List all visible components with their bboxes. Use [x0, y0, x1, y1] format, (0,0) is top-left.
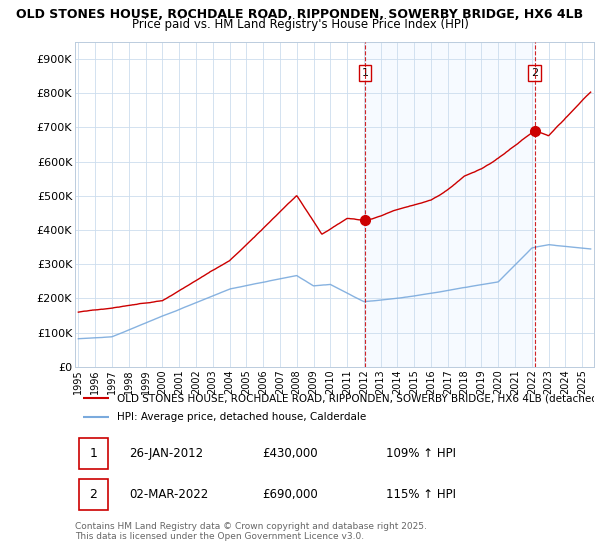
Text: OLD STONES HOUSE, ROCHDALE ROAD, RIPPONDEN, SOWERBY BRIDGE, HX6 4LB: OLD STONES HOUSE, ROCHDALE ROAD, RIPPOND…	[16, 8, 584, 21]
Text: 26-JAN-2012: 26-JAN-2012	[130, 447, 203, 460]
Text: £690,000: £690,000	[262, 488, 317, 501]
Text: 2: 2	[531, 68, 538, 78]
Text: 109% ↑ HPI: 109% ↑ HPI	[386, 447, 457, 460]
FancyBboxPatch shape	[79, 438, 107, 469]
Text: HPI: Average price, detached house, Calderdale: HPI: Average price, detached house, Cald…	[116, 412, 366, 422]
Text: Contains HM Land Registry data © Crown copyright and database right 2025.
This d: Contains HM Land Registry data © Crown c…	[75, 522, 427, 542]
Text: £430,000: £430,000	[262, 447, 317, 460]
Bar	[365, 42, 535, 367]
Text: 1: 1	[89, 447, 97, 460]
FancyBboxPatch shape	[79, 479, 107, 510]
Text: 115% ↑ HPI: 115% ↑ HPI	[386, 488, 457, 501]
Text: 1: 1	[362, 68, 368, 78]
Text: 2: 2	[89, 488, 97, 501]
Text: OLD STONES HOUSE, ROCHDALE ROAD, RIPPONDEN, SOWERBY BRIDGE, HX6 4LB (detached ho: OLD STONES HOUSE, ROCHDALE ROAD, RIPPOND…	[116, 393, 600, 403]
Text: Price paid vs. HM Land Registry's House Price Index (HPI): Price paid vs. HM Land Registry's House …	[131, 18, 469, 31]
Text: 02-MAR-2022: 02-MAR-2022	[130, 488, 209, 501]
